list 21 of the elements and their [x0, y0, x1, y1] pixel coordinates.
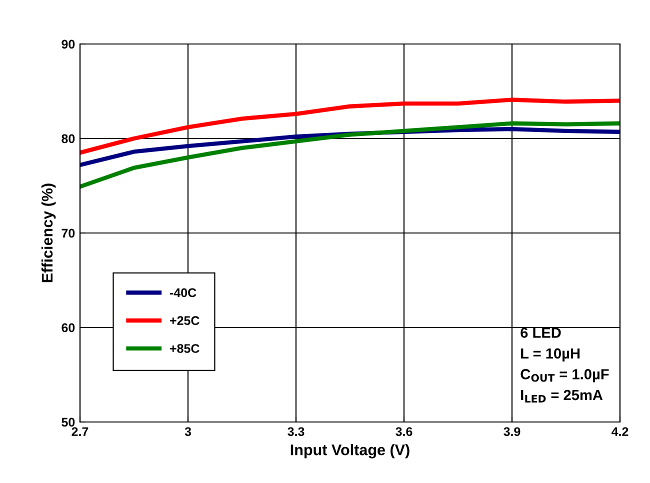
annotation: L = 10µH: [521, 348, 580, 362]
line-series: [80, 121, 620, 189]
y-tick-label: 80: [62, 134, 75, 144]
x-axis-title: Input Voltage (V): [290, 444, 410, 458]
x-tick-label: 3.3: [288, 427, 304, 436]
y-tick-label: 90: [62, 40, 75, 49]
y-tick-label: 70: [62, 228, 75, 238]
annotation: I$_{LED}$ = 25mA: [521, 390, 603, 402]
x-tick-label: 3.6: [396, 427, 412, 436]
x-tick-label: 3: [184, 427, 192, 436]
legend-label: -40C: [170, 288, 196, 298]
legend-label: +85C: [170, 344, 200, 353]
x-tick-label: 3.9: [504, 427, 520, 436]
y-axis-title: Efficiency (%): [41, 184, 56, 282]
line-series: [80, 98, 620, 155]
x-tick-label: 2.7: [72, 427, 88, 436]
x-tick-label: 4.2: [612, 427, 628, 436]
annotation: C$_{OUT}$ = 1.0µF: [520, 369, 609, 382]
y-tick-label: 60: [62, 323, 75, 332]
legend-label: +25C: [170, 316, 200, 326]
y-tick-label: 50: [62, 418, 75, 427]
